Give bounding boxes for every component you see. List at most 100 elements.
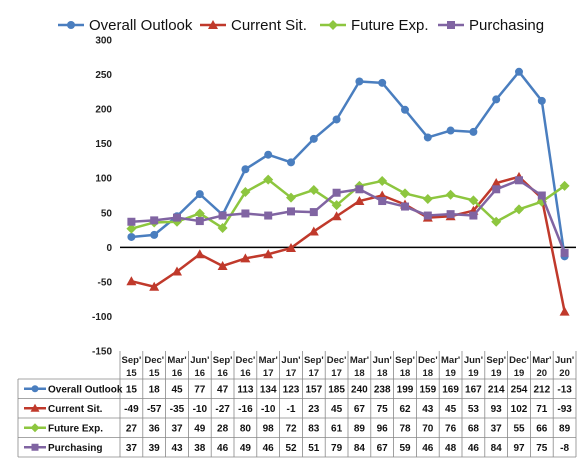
table-cell-value: -16 bbox=[238, 404, 253, 415]
legend-label: Future Exp. bbox=[351, 17, 429, 34]
category-label-month: Dec' bbox=[236, 355, 256, 366]
data-point bbox=[173, 213, 181, 222]
table-cell-value: 45 bbox=[331, 404, 343, 415]
category-label-year: 18 bbox=[377, 368, 388, 379]
table-cell-value: 84 bbox=[491, 443, 503, 454]
category-label-year: 19 bbox=[445, 368, 456, 379]
y-tick-label: 0 bbox=[106, 243, 112, 254]
table-cell-value: 48 bbox=[445, 443, 457, 454]
legend-marker bbox=[208, 20, 218, 29]
table-cell-value: 62 bbox=[399, 404, 411, 415]
data-point bbox=[127, 232, 136, 241]
table-cell-value: -57 bbox=[147, 404, 162, 415]
data-point bbox=[286, 192, 296, 203]
table-cell-value: 45 bbox=[171, 384, 183, 395]
category-label-year: 15 bbox=[126, 368, 137, 379]
table-cell-value: 113 bbox=[237, 384, 254, 395]
category-label-month: Mar' bbox=[441, 355, 460, 366]
data-point bbox=[263, 249, 274, 259]
table-cell-value: 240 bbox=[351, 384, 368, 395]
data-point bbox=[515, 67, 523, 76]
table-row-marker bbox=[31, 385, 39, 393]
category-label-year: 19 bbox=[514, 368, 525, 379]
data-point bbox=[446, 126, 455, 135]
category-label-month: Mar' bbox=[350, 355, 369, 366]
data-point bbox=[287, 207, 295, 216]
table-cell-value: 39 bbox=[149, 443, 161, 454]
table-cell-value: -10 bbox=[193, 404, 208, 415]
category-label-month: Jun' bbox=[190, 355, 209, 366]
data-point bbox=[354, 196, 365, 206]
table-cell-value: -13 bbox=[557, 384, 572, 395]
category-label-month: Dec' bbox=[327, 355, 347, 366]
table-cell-value: 49 bbox=[194, 423, 206, 434]
table-cell-value: 55 bbox=[513, 423, 525, 434]
category-label-month: Sep' bbox=[213, 355, 233, 366]
data-point bbox=[514, 204, 524, 215]
data-point bbox=[469, 211, 478, 220]
category-label-month: Jun' bbox=[281, 355, 300, 366]
table-row-name: Current Sit. bbox=[48, 404, 103, 415]
category-label-year: 16 bbox=[217, 368, 228, 379]
category-label-year: 17 bbox=[309, 368, 320, 379]
legend: Overall Outlook Current Sit. Future Exp. Pu… bbox=[58, 17, 544, 34]
table-cell-value: 68 bbox=[468, 423, 480, 434]
table-cell-value: 254 bbox=[511, 384, 528, 395]
table-cell-value: 67 bbox=[377, 443, 389, 454]
legend-marker bbox=[447, 21, 455, 29]
data-point bbox=[241, 209, 250, 218]
table-cell-value: 78 bbox=[399, 423, 411, 434]
data-point bbox=[264, 211, 273, 220]
data-point bbox=[559, 306, 570, 316]
category-label-year: 16 bbox=[240, 368, 251, 379]
table-cell-value: 212 bbox=[533, 384, 550, 395]
data-point bbox=[537, 96, 546, 105]
legend-marker bbox=[67, 21, 75, 29]
data-point bbox=[445, 189, 456, 200]
data-point bbox=[468, 195, 479, 206]
data-point bbox=[217, 222, 228, 233]
table-cell-value: 27 bbox=[126, 423, 138, 434]
category-label-year: 17 bbox=[263, 368, 274, 379]
data-point bbox=[195, 217, 204, 226]
table-cell-value: 79 bbox=[331, 443, 343, 454]
table-row-name: Future Exp. bbox=[48, 423, 103, 434]
table-cell-value: 46 bbox=[468, 443, 480, 454]
table-cell-value: 70 bbox=[422, 423, 434, 434]
table-cell-value: -49 bbox=[124, 404, 139, 415]
y-tick-label: 100 bbox=[95, 174, 112, 185]
table-cell-value: -10 bbox=[261, 404, 276, 415]
table-cell-value: 77 bbox=[194, 384, 206, 395]
data-point bbox=[400, 188, 410, 199]
table-cell-value: 159 bbox=[419, 384, 436, 395]
y-tick-label: -150 bbox=[92, 347, 112, 358]
table-cell-value: -1 bbox=[287, 404, 296, 415]
data-point bbox=[263, 174, 274, 185]
table-row-marker bbox=[30, 423, 40, 433]
category-label-month: Dec' bbox=[509, 355, 529, 366]
data-point bbox=[217, 260, 228, 270]
category-label-year: 20 bbox=[537, 368, 548, 379]
category-label-month: Jun' bbox=[555, 355, 574, 366]
table-cell-value: 71 bbox=[536, 404, 548, 415]
y-tick-label: 50 bbox=[101, 208, 113, 219]
data-point bbox=[355, 77, 364, 86]
table-cell-value: -93 bbox=[557, 404, 572, 415]
data-point bbox=[331, 200, 342, 211]
data-point bbox=[537, 191, 546, 200]
data-point bbox=[127, 217, 136, 226]
table-cell-value: 89 bbox=[354, 423, 366, 434]
data-point bbox=[308, 226, 319, 236]
category-label-month: Jun' bbox=[373, 355, 392, 366]
data-point bbox=[332, 188, 341, 197]
category-label-year: 16 bbox=[195, 368, 206, 379]
data-point bbox=[355, 185, 364, 194]
table-cell-value: 199 bbox=[397, 384, 414, 395]
table-cell-value: 84 bbox=[354, 443, 366, 454]
data-table: Sep' 15 Dec' 15 Mar' 16 Jun' 16 Sep' 16 Dec' 16 Mar'… bbox=[17, 351, 577, 458]
table-cell-value: 43 bbox=[171, 443, 183, 454]
table-cell-value: 15 bbox=[126, 384, 138, 395]
table-cell-value: 97 bbox=[513, 443, 525, 454]
table-row-name: Purchasing bbox=[48, 443, 102, 454]
